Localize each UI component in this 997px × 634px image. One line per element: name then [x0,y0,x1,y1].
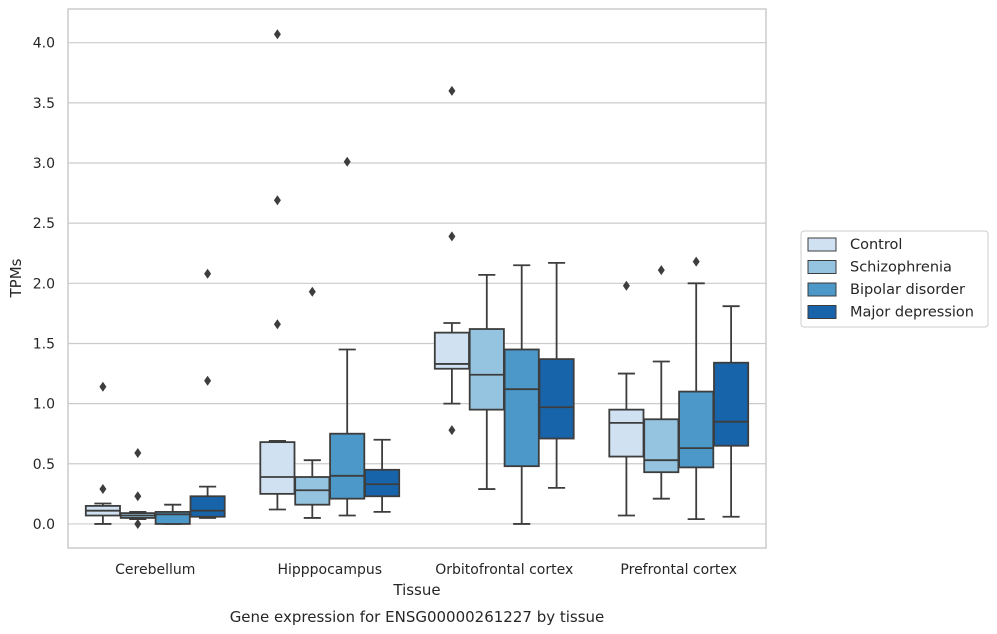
y-tick-labels: 0.0 0.5 1.0 1.5 2.0 2.5 3.0 3.5 4.0 [33,36,55,533]
series-control [84,29,645,525]
y-tick-label: 1.0 [33,397,55,413]
box-group [84,381,121,525]
legend-swatch [807,282,837,297]
y-tick-label: 1.5 [33,336,55,352]
outlier-point [99,484,107,495]
box [259,441,296,495]
box-series [84,29,750,529]
y-axis-label: TPMs [7,258,25,298]
outlier-point [273,195,281,206]
outlier-point [134,447,142,458]
box-group [154,503,191,525]
x-tick-labels: Cerebellum Hipppocampus Orbitofrontal cort… [115,562,737,578]
box [713,361,750,447]
box [364,468,401,498]
box-group [189,268,226,519]
outlier-point [134,518,142,529]
chart-caption: Gene expression for ENSG00000261227 by t… [230,608,605,626]
box-group [678,256,715,521]
box-group [259,29,296,511]
y-tick-label: 3.0 [33,156,55,172]
x-tick-label: Cerebellum [115,562,195,578]
box [678,390,715,469]
box-group [643,265,680,500]
outlier-point [343,156,351,167]
box [189,495,226,518]
box-group [713,305,750,518]
y-tick-label: 0.5 [33,457,55,473]
x-tick-label: Prefrontal cortex [620,562,737,578]
outlier-point [204,268,212,279]
box-group [294,286,331,519]
legend-label: Control [850,237,902,253]
box [503,348,540,468]
outlier-point [622,280,630,291]
box [643,418,680,474]
legend-swatch [807,305,837,319]
outlier-point [273,29,281,40]
box-group [364,438,401,513]
plot-frame [67,8,767,549]
box-group [608,280,645,517]
box-group [329,156,366,517]
y-tick-label: 3.5 [33,96,55,112]
box-group [538,261,575,489]
legend-frame [800,230,989,328]
box [468,328,505,411]
legend: Control Schizophrenia Bipolar disorder Majo… [800,230,989,328]
outlier-point [204,375,212,386]
y-tick-label: 2.0 [33,276,55,292]
outlier-point [99,381,107,392]
outlier-point [273,319,281,330]
legend-label: Major depression [850,305,974,321]
outlier-point [134,491,142,502]
legend-swatch [807,237,837,252]
x-axis-label: Tissue [392,581,440,599]
box [329,432,366,500]
series-bipolar-disorder [154,156,715,525]
outlier-point [692,256,700,267]
outlier-point [657,265,665,276]
outlier-point [448,425,456,436]
x-tick-label: Orbitofrontal cortex [435,562,573,578]
box-group [433,85,470,436]
outlier-point [448,85,456,96]
box-group [503,264,540,525]
series-major-depression [189,261,750,519]
box-group [468,273,505,490]
legend-label: Schizophrenia [850,260,952,276]
y-tick-label: 0.0 [33,517,55,533]
y-tick-label: 4.0 [33,36,55,52]
series-schizophrenia [119,265,680,529]
legend-swatch [807,260,837,274]
y-gridlines [68,42,766,525]
legend-label: Bipolar disorder [850,282,965,298]
x-tick-label: Hipppocampus [277,562,382,578]
outlier-point [448,231,456,242]
outlier-point [308,286,316,297]
box [538,358,575,440]
box-group [119,447,156,529]
box [608,408,645,458]
y-tick-label: 2.5 [33,216,55,232]
